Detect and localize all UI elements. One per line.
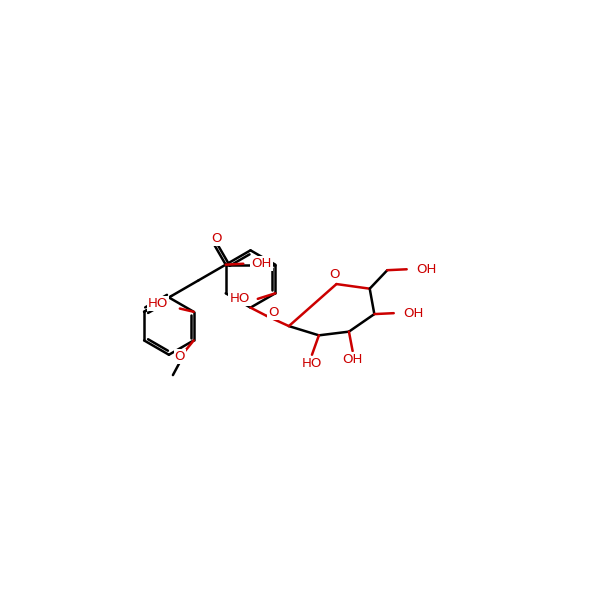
Text: OH: OH [251, 257, 271, 270]
Text: O: O [175, 350, 185, 363]
Text: OH: OH [343, 353, 363, 366]
Text: HO: HO [148, 298, 168, 310]
Text: O: O [269, 306, 279, 319]
Text: HO: HO [230, 292, 250, 305]
Text: HO: HO [302, 356, 322, 370]
Text: O: O [211, 232, 221, 245]
Text: OH: OH [416, 263, 436, 276]
Text: O: O [329, 268, 340, 281]
Text: OH: OH [403, 307, 424, 320]
